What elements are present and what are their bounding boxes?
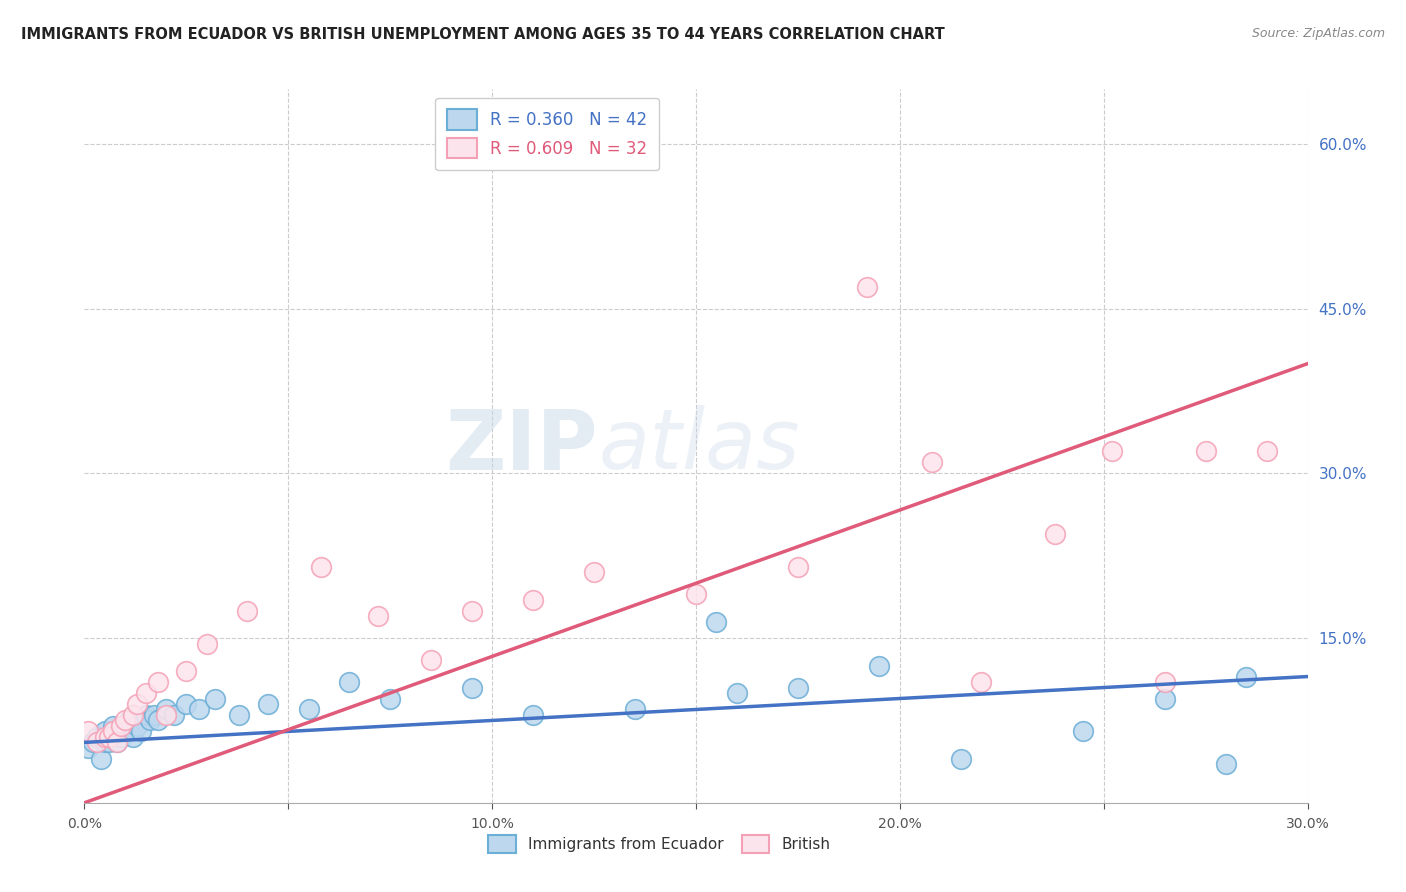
Point	[228, 708, 250, 723]
Point	[787, 681, 810, 695]
Point	[309, 559, 332, 574]
Point	[950, 752, 973, 766]
Point	[856, 280, 879, 294]
Point	[90, 752, 112, 766]
Point	[420, 653, 443, 667]
Point	[135, 686, 157, 700]
Point	[163, 708, 186, 723]
Point	[522, 708, 544, 723]
Point	[921, 455, 943, 469]
Text: atlas: atlas	[598, 406, 800, 486]
Point	[93, 730, 117, 744]
Point	[298, 702, 321, 716]
Text: Source: ZipAtlas.com: Source: ZipAtlas.com	[1251, 27, 1385, 40]
Point	[367, 609, 389, 624]
Point	[461, 681, 484, 695]
Point	[122, 730, 145, 744]
Point	[1043, 526, 1066, 541]
Point	[86, 730, 108, 744]
Point	[131, 724, 153, 739]
Point	[1073, 724, 1095, 739]
Point	[787, 559, 810, 574]
Point	[122, 708, 145, 723]
Point	[1215, 757, 1237, 772]
Point	[1154, 691, 1177, 706]
Point	[1154, 675, 1177, 690]
Point	[1195, 444, 1218, 458]
Point	[461, 604, 484, 618]
Point	[142, 708, 165, 723]
Point	[155, 708, 177, 723]
Point	[127, 697, 149, 711]
Legend: Immigrants from Ecuador, British: Immigrants from Ecuador, British	[482, 829, 837, 859]
Point	[155, 702, 177, 716]
Point	[187, 702, 209, 716]
Point	[105, 735, 128, 749]
Point	[77, 724, 100, 739]
Point	[204, 691, 226, 706]
Point	[706, 615, 728, 629]
Point	[101, 719, 124, 733]
Point	[118, 714, 141, 728]
Point	[82, 735, 104, 749]
Point	[236, 604, 259, 618]
Point	[101, 730, 124, 744]
Point	[624, 702, 647, 716]
Point	[105, 735, 128, 749]
Text: IMMIGRANTS FROM ECUADOR VS BRITISH UNEMPLOYMENT AMONG AGES 35 TO 44 YEARS CORREL: IMMIGRANTS FROM ECUADOR VS BRITISH UNEMP…	[21, 27, 945, 42]
Point	[97, 735, 120, 749]
Point	[725, 686, 748, 700]
Point	[77, 740, 100, 755]
Point	[93, 735, 117, 749]
Point	[146, 675, 169, 690]
Point	[97, 730, 120, 744]
Point	[93, 724, 117, 739]
Point	[114, 724, 136, 739]
Point	[101, 724, 124, 739]
Point	[1101, 444, 1123, 458]
Point	[522, 592, 544, 607]
Point	[339, 675, 361, 690]
Point	[970, 675, 993, 690]
Point	[176, 664, 198, 678]
Point	[176, 697, 198, 711]
Point	[114, 714, 136, 728]
Point	[685, 587, 707, 601]
Point	[1256, 444, 1278, 458]
Point	[110, 730, 132, 744]
Point	[146, 714, 169, 728]
Point	[583, 566, 606, 580]
Point	[195, 637, 218, 651]
Point	[257, 697, 280, 711]
Point	[86, 735, 108, 749]
Point	[869, 658, 891, 673]
Point	[110, 719, 132, 733]
Point	[127, 719, 149, 733]
Point	[135, 708, 157, 723]
Point	[380, 691, 402, 706]
Point	[1236, 669, 1258, 683]
Point	[138, 714, 160, 728]
Text: ZIP: ZIP	[446, 406, 598, 486]
